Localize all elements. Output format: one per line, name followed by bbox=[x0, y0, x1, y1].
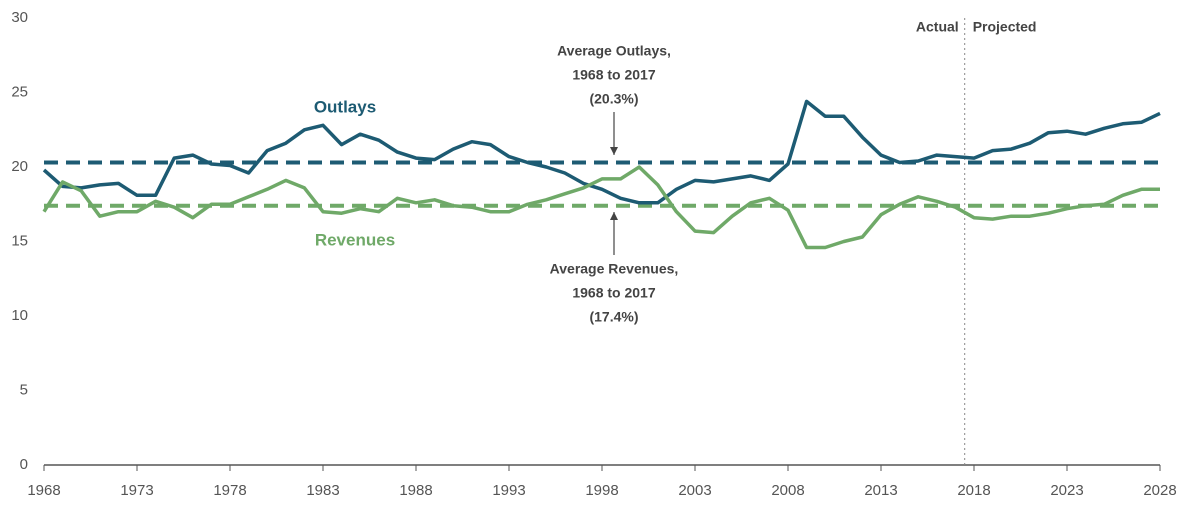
x-tick-label: 1983 bbox=[306, 482, 339, 499]
x-tick-label: 2003 bbox=[678, 482, 711, 499]
x-tick-label: 1998 bbox=[585, 482, 618, 499]
x-tick-label: 1973 bbox=[120, 482, 153, 499]
y-tick-label: 20 bbox=[11, 158, 28, 175]
annotation: (17.4%) bbox=[589, 309, 638, 325]
line bbox=[42, 99, 1161, 205]
arrow-head bbox=[610, 212, 618, 220]
annotation: Average Revenues, bbox=[550, 261, 679, 277]
y-tick-label: 5 bbox=[20, 381, 28, 398]
x-tick-label: 1978 bbox=[213, 482, 246, 499]
x-tick-label: 2028 bbox=[1143, 482, 1176, 499]
x-tick-label: 2008 bbox=[771, 482, 804, 499]
annotation: 1968 to 2017 bbox=[572, 67, 655, 83]
arrow-head bbox=[610, 147, 618, 155]
y-tick-label: 0 bbox=[20, 456, 28, 473]
series-label: Revenues bbox=[315, 230, 395, 249]
x-tick-label: 1968 bbox=[27, 482, 60, 499]
y-tick-label: 10 bbox=[11, 307, 28, 324]
x-tick-label: 2023 bbox=[1050, 482, 1083, 499]
annotation: Average Outlays, bbox=[557, 43, 671, 59]
annotation: 1968 to 2017 bbox=[572, 285, 655, 301]
y-tick-label: 25 bbox=[11, 83, 28, 100]
y-tick-label: 15 bbox=[11, 232, 28, 249]
series-label: Outlays bbox=[314, 97, 376, 116]
divider-left-label: Actual bbox=[916, 19, 959, 35]
y-tick-label: 30 bbox=[11, 9, 28, 26]
line bbox=[42, 165, 1160, 250]
x-tick-label: 1988 bbox=[399, 482, 432, 499]
x-tick-label: 2018 bbox=[957, 482, 990, 499]
divider-right-label: Projected bbox=[973, 19, 1037, 35]
annotation: (20.3%) bbox=[589, 91, 638, 107]
x-tick-label: 2013 bbox=[864, 482, 897, 499]
x-tick-label: 1993 bbox=[492, 482, 525, 499]
